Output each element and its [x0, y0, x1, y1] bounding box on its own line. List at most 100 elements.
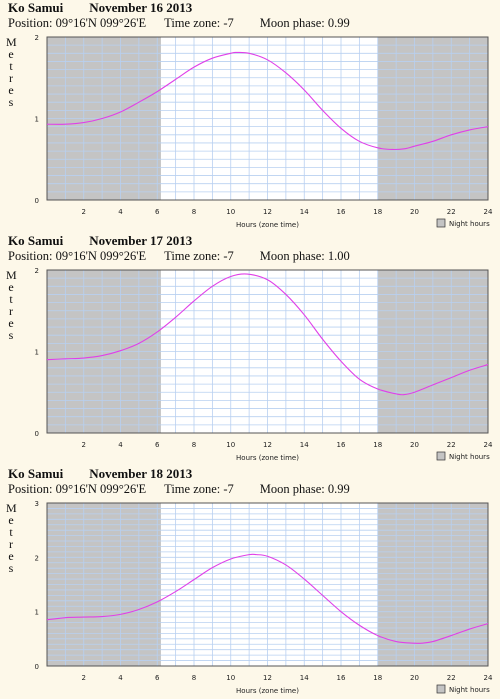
x-tick-label: 8 [192, 674, 196, 682]
x-tick-label: 10 [226, 441, 235, 449]
y-tick-label: 0 [35, 663, 39, 671]
x-tick-label: 4 [118, 208, 123, 216]
y-axis-label-letter: t [9, 292, 13, 306]
tide-panel-2: Ko Samui November 17 2013 Position: 09°16… [0, 233, 500, 466]
x-tick-label: 12 [263, 441, 272, 449]
date-label: November 18 2013 [89, 466, 193, 481]
time-zone-text: Time zone: -7 [164, 249, 234, 263]
date-label: November 16 2013 [89, 0, 193, 15]
panel-title: Ko Samui November 18 2013 [8, 466, 192, 482]
panel-info: Position: 09°16'N 099°26'E Time zone: -7 M… [8, 482, 350, 497]
x-tick-label: 22 [447, 674, 456, 682]
x-tick-label: 6 [155, 674, 160, 682]
x-tick-label: 24 [484, 674, 493, 682]
legend-label-night: Night hours [449, 220, 490, 228]
x-tick-label: 14 [300, 441, 309, 449]
x-tick-label: 16 [337, 674, 346, 682]
location-name: Ko Samui [8, 0, 64, 15]
moon-phase-text: Moon phase: 0.99 [259, 482, 350, 496]
location-name: Ko Samui [8, 233, 64, 248]
x-tick-label: 2 [82, 208, 86, 216]
y-tick-label: 2 [35, 34, 39, 42]
x-tick-label: 6 [155, 441, 160, 449]
x-tick-label: 14 [300, 208, 309, 216]
tide-curve [46, 553, 489, 644]
y-axis-label-letter: t [9, 525, 13, 539]
y-axis-label-letter: e [8, 83, 14, 97]
x-axis-label: Hours (zone time) [236, 221, 299, 229]
x-tick-label: 6 [155, 208, 160, 216]
y-axis-label-letter: e [8, 47, 14, 61]
x-tick-label: 4 [118, 674, 123, 682]
plot-frame [46, 36, 489, 201]
x-tick-label: 8 [192, 441, 196, 449]
y-tick-label: 1 [35, 349, 39, 357]
x-tick-label: 22 [447, 208, 456, 216]
x-axis-label: Hours (zone time) [236, 454, 299, 462]
y-axis-label-letter: e [8, 280, 14, 294]
y-tick-label: 3 [35, 500, 39, 508]
y-axis-label-letter: s [8, 561, 14, 575]
tide-curve [46, 273, 489, 396]
x-tick-label: 24 [484, 441, 493, 449]
y-axis-label-letter: e [8, 513, 14, 527]
x-axis-label: Hours (zone time) [236, 687, 299, 695]
time-zone-text: Time zone: -7 [164, 482, 234, 496]
y-axis-label-letter: r [9, 304, 13, 318]
plot-frame [46, 502, 489, 667]
tide-panel-3: Ko Samui November 18 2013 Position: 09°16… [0, 466, 500, 699]
panel-info: Position: 09°16'N 099°26'E Time zone: -7 M… [8, 16, 350, 31]
x-tick-label: 18 [373, 674, 382, 682]
panel-title: Ko Samui November 17 2013 [8, 233, 192, 249]
panel-title: Ko Samui November 16 2013 [8, 0, 192, 16]
x-tick-label: 18 [373, 441, 382, 449]
y-axis-label-letter: s [8, 95, 14, 109]
time-zone-text: Time zone: -7 [164, 16, 234, 30]
moon-phase-text: Moon phase: 1.00 [259, 249, 350, 263]
x-tick-label: 18 [373, 208, 382, 216]
x-tick-label: 12 [263, 674, 272, 682]
y-axis-label-letter: M [6, 501, 17, 515]
x-tick-label: 16 [337, 208, 346, 216]
panel-info: Position: 09°16'N 099°26'E Time zone: -7 M… [8, 249, 350, 264]
y-tick-label: 0 [35, 430, 39, 438]
date-label: November 17 2013 [89, 233, 193, 248]
position-text: Position: 09°16'N 099°26'E [8, 482, 147, 496]
x-tick-label: 16 [337, 441, 346, 449]
y-axis-label-letter: s [8, 328, 14, 342]
x-tick-label: 10 [226, 208, 235, 216]
x-tick-label: 2 [82, 674, 86, 682]
x-tick-label: 14 [300, 674, 309, 682]
x-tick-label: 4 [118, 441, 123, 449]
x-tick-label: 20 [410, 208, 419, 216]
y-axis-label-letter: e [8, 316, 14, 330]
y-tick-label: 1 [35, 609, 39, 617]
y-axis-label-letter: r [9, 71, 13, 85]
y-tick-label: 2 [35, 267, 39, 275]
y-tick-label: 0 [35, 197, 39, 205]
y-tick-label: 2 [35, 554, 39, 562]
x-tick-label: 12 [263, 208, 272, 216]
x-tick-label: 24 [484, 208, 493, 216]
location-name: Ko Samui [8, 466, 64, 481]
x-tick-label: 10 [226, 674, 235, 682]
y-axis-label-letter: r [9, 537, 13, 551]
y-axis-label-letter: M [6, 35, 17, 49]
legend-swatch-night [436, 684, 446, 694]
y-tick-label: 1 [35, 116, 39, 124]
tide-curve [46, 51, 489, 151]
x-tick-label: 20 [410, 674, 419, 682]
legend-label-night: Night hours [449, 686, 490, 694]
plot-frame [46, 269, 489, 434]
position-text: Position: 09°16'N 099°26'E [8, 249, 147, 263]
x-tick-label: 8 [192, 208, 196, 216]
x-tick-label: 20 [410, 441, 419, 449]
y-axis-label-letter: M [6, 268, 17, 282]
tide-panel-1: Ko Samui November 16 2013 Position: 09°16… [0, 0, 500, 233]
x-tick-label: 2 [82, 441, 86, 449]
